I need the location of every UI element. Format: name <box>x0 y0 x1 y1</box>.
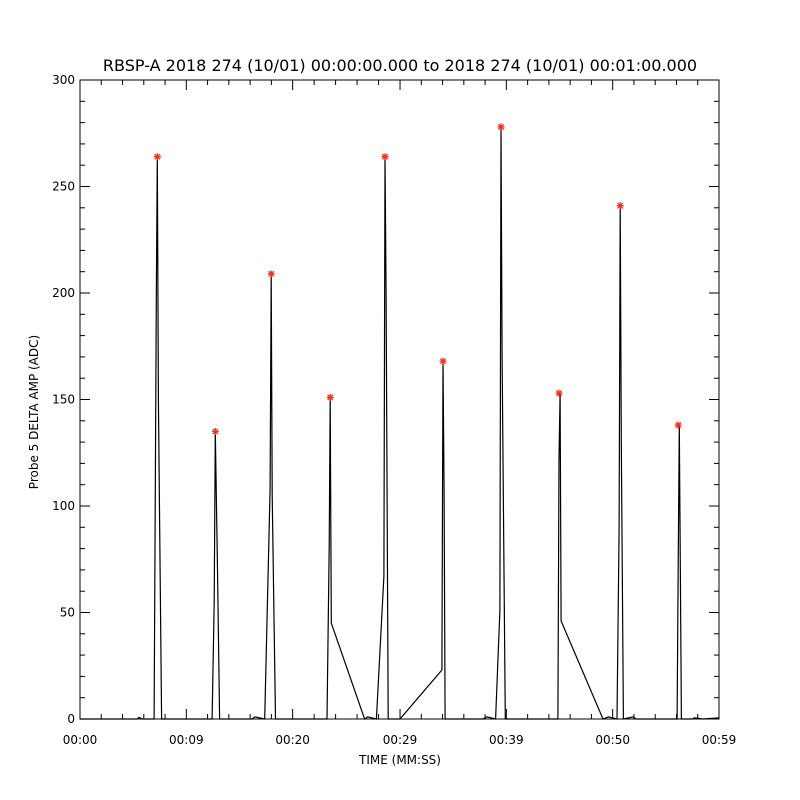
peak-marker <box>497 123 505 131</box>
y-tick-label: 200 <box>52 286 75 300</box>
peak-marker <box>616 202 624 210</box>
peak-marker <box>439 357 447 365</box>
chart-title: RBSP-A 2018 274 (10/01) 00:00:00.000 to … <box>103 56 697 75</box>
peak-marker <box>674 421 682 429</box>
peak-marker <box>326 393 334 401</box>
peak-marker <box>267 270 275 278</box>
x-tick-label: 00:50 <box>595 733 630 747</box>
x-tick-label: 00:20 <box>275 733 310 747</box>
y-tick-label: 0 <box>67 712 75 726</box>
peak-marker <box>555 389 563 397</box>
y-tick-label: 50 <box>60 606 75 620</box>
y-tick-label: 100 <box>52 499 75 513</box>
y-tick-label: 300 <box>52 73 75 87</box>
peak-marker <box>381 153 389 161</box>
x-tick-label: 00:59 <box>702 733 737 747</box>
x-tick-label: 00:09 <box>169 733 204 747</box>
series-line <box>80 126 720 720</box>
x-tick-label: 00:00 <box>63 733 98 747</box>
y-tick-label: 150 <box>52 393 75 407</box>
y-axis-label: Probe 5 DELTA AMP (ADC) <box>27 335 41 489</box>
x-tick-label: 00:39 <box>489 733 524 747</box>
x-tick-label: 00:29 <box>383 733 418 747</box>
peak-marker <box>211 427 219 435</box>
x-axis-label: TIME (MM:SS) <box>358 753 441 767</box>
y-tick-label: 250 <box>52 180 75 194</box>
peak-marker <box>153 153 161 161</box>
